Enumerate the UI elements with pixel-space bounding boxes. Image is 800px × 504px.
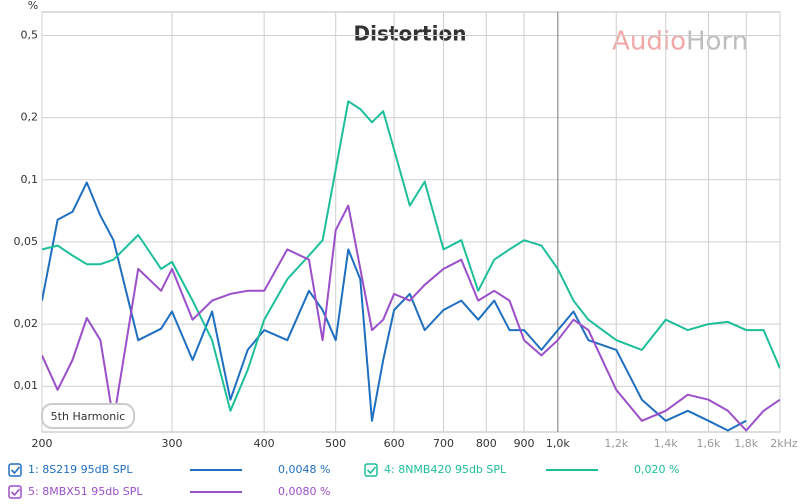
harmonic-button[interactable] [41, 403, 135, 429]
legend-check [366, 466, 377, 475]
x-tick-label: 400 [254, 437, 275, 450]
y-tick-label: 0,01 [14, 379, 39, 392]
x-tick-label: 1,8k [734, 437, 758, 450]
x-tick-label: 200 [32, 437, 53, 450]
legend-readout: 0,020 % [634, 463, 679, 476]
x-tick-label: 900 [514, 437, 535, 450]
y-tick-label: 0,1 [21, 173, 39, 186]
x-tick-label: 2kHz [770, 437, 798, 450]
plot-area [41, 11, 781, 433]
y-tick-label: 0,2 [21, 111, 39, 124]
legend-check [10, 466, 21, 475]
x-tick-label: 700 [433, 437, 454, 450]
x-tick-label: 800 [476, 437, 497, 450]
series-line [42, 100, 780, 412]
watermark-horn: Horn [686, 27, 748, 57]
y-axis-label: % [28, 0, 38, 12]
legend-readout: 0,0080 % [278, 485, 330, 498]
y-tick-label: 0,5 [21, 29, 39, 42]
chart-title: Distortion [354, 22, 467, 46]
legend-checkbox[interactable] [8, 485, 22, 499]
y-tick-label: 0,02 [14, 317, 39, 330]
harmonic-label[interactable]: 5th Harmonic [51, 410, 126, 423]
y-tick-label: 0,05 [14, 235, 39, 248]
x-tick-label: 600 [384, 437, 405, 450]
x-tick-label: 500 [325, 437, 346, 450]
series-line [42, 204, 780, 432]
x-tick-label: 300 [161, 437, 182, 450]
x-tick-label: 1,0k [546, 437, 570, 450]
watermark-audio: Audio [612, 27, 686, 57]
legend-label: 1: 8S219 95dB SPL [28, 463, 133, 476]
legend-readout: 0,0048 % [278, 463, 330, 476]
legend-label: 4: 8NMB420 95db SPL [384, 463, 507, 476]
x-tick-label: 1,6k [697, 437, 721, 450]
legend-label: 5: 8MBX51 95db SPL [28, 485, 143, 498]
x-tick-label: 1,2k [604, 437, 628, 450]
legend-check [10, 488, 21, 497]
legend-checkbox[interactable] [8, 463, 22, 477]
x-tick-label: 1,4k [654, 437, 678, 450]
legend-checkbox[interactable] [364, 463, 378, 477]
